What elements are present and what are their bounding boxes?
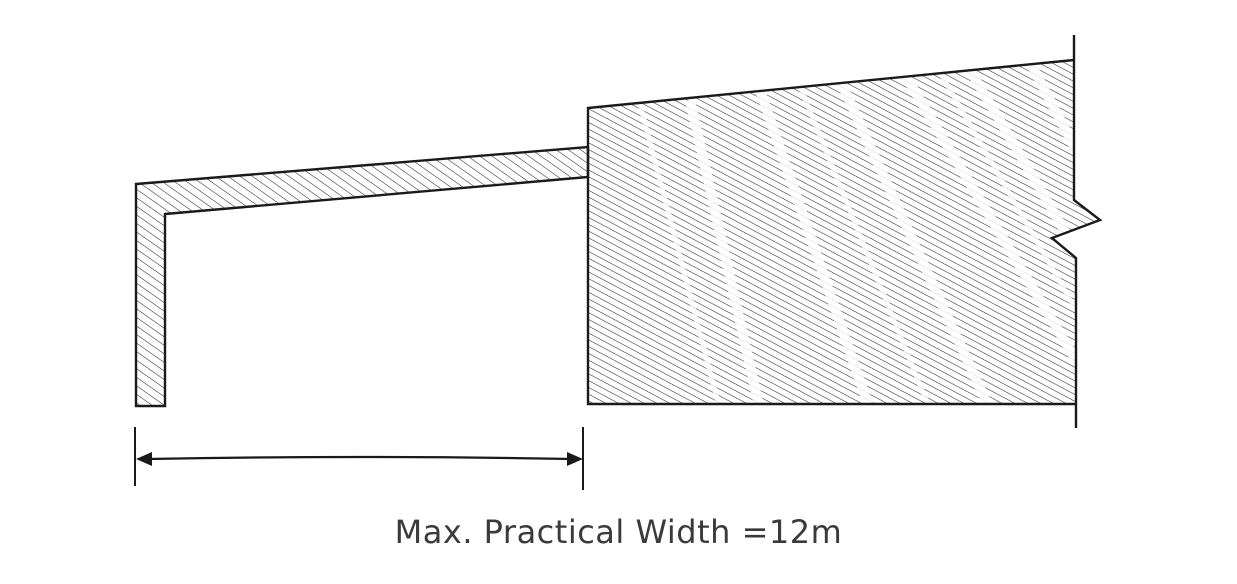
dimension-caption: Max. Practical Width =12m xyxy=(394,513,843,551)
cantilever-arm xyxy=(134,145,590,408)
dimension-arrow-left xyxy=(136,452,152,466)
dimension-line xyxy=(147,455,573,461)
main-block-hatching xyxy=(588,60,1100,404)
main-block-outline xyxy=(586,58,1076,406)
break-line xyxy=(1049,35,1103,428)
dimension-arrow-right xyxy=(567,452,583,466)
